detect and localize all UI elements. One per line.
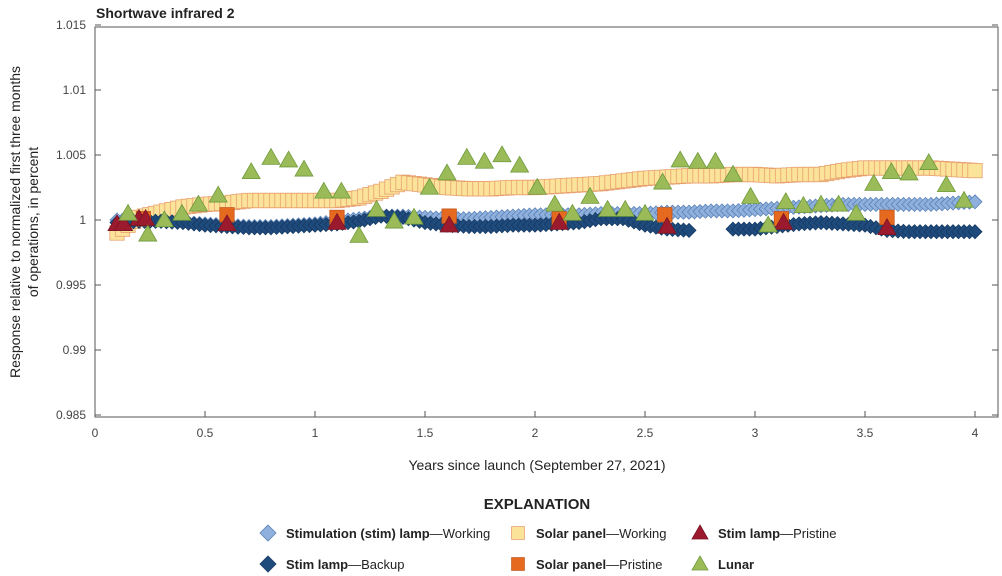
lunar-point <box>138 224 158 242</box>
lunar-point <box>404 207 424 225</box>
lunar-point <box>670 150 690 168</box>
lunar-point <box>278 150 299 168</box>
y-tick-label: 1.005 <box>56 148 86 162</box>
lunar-point <box>188 194 209 212</box>
lunar-point <box>652 172 673 190</box>
legend-marker-2 <box>259 555 277 573</box>
lunar-point <box>331 181 352 199</box>
lunar-point <box>294 159 314 177</box>
stim-lamp-pristine-point <box>327 212 347 230</box>
lunar-point <box>172 203 192 221</box>
y-tick-label: 1.015 <box>56 18 86 32</box>
lunar-point <box>492 145 512 163</box>
lunar-point <box>899 163 919 181</box>
lunar-point <box>846 203 866 221</box>
x-tick-label: 1 <box>312 426 319 440</box>
x-tick-label: 0.5 <box>197 426 214 440</box>
solar-panel-pristine-point <box>657 207 673 223</box>
stim-lamp-pristine-point <box>439 215 459 233</box>
lunar-point <box>384 211 404 229</box>
legend-marker-4 <box>691 524 709 540</box>
stim-lamp-pristine-point <box>113 214 134 232</box>
stim-lamp-pristine-point <box>773 212 794 230</box>
lunar-point <box>740 186 761 204</box>
lunar-point <box>705 151 726 169</box>
legend-marker-0 <box>259 524 277 542</box>
lunar-point <box>527 177 547 195</box>
lunar-point <box>635 203 655 221</box>
stim-lamp-pristine-point <box>135 208 156 226</box>
stim-lamp-pristine-point <box>877 217 897 235</box>
legend-marker-3 <box>511 557 525 571</box>
y-tick-label: 1.01 <box>63 83 87 97</box>
stim-lamp-backup-point <box>967 224 983 240</box>
stim-lamp-backup-point <box>681 222 697 238</box>
lunar-point <box>936 175 957 193</box>
x-tick-label: 2.5 <box>637 426 654 440</box>
lunar-point <box>615 199 635 217</box>
lunar-point <box>474 151 495 169</box>
chart-title: Shortwave infrared 2 <box>96 5 235 21</box>
lunar-point <box>457 147 477 165</box>
x-tick-label: 1.5 <box>417 426 434 440</box>
x-tick-label: 4 <box>972 426 979 440</box>
x-tick-label: 3 <box>752 426 759 440</box>
series-4 <box>107 208 897 235</box>
legend-label-3: Solar panel—Pristine <box>536 557 662 572</box>
lunar-point <box>419 177 440 195</box>
lunar-point <box>919 152 939 170</box>
legend-title: EXPLANATION <box>484 496 590 513</box>
x-tick-label: 2 <box>532 426 539 440</box>
plot-frame <box>94 26 999 418</box>
lunar-point <box>828 194 849 212</box>
legend-label-1: Solar panel—Working <box>536 526 667 541</box>
y-tick-label: 1 <box>79 213 86 227</box>
lunar-point <box>776 191 796 209</box>
y-tick-label: 0.985 <box>56 408 86 422</box>
legend: Stimulation (stim) lamp—Working Solar pan… <box>259 524 836 573</box>
lunar-point <box>758 215 778 233</box>
lunar-point <box>241 162 261 180</box>
lunar-point <box>437 163 457 181</box>
stim-lamp-pristine-point <box>217 214 237 232</box>
lunar-point <box>545 194 565 212</box>
legend-label-4: Stim lamp—Pristine <box>718 526 836 541</box>
lunar-point <box>864 173 884 191</box>
lunar-point <box>793 195 814 213</box>
lunar-point <box>208 185 228 203</box>
x-tick-label: 3.5 <box>857 426 874 440</box>
lunar-point <box>881 162 902 180</box>
solar-panel-working-point <box>967 162 983 179</box>
lunar-point <box>314 181 334 199</box>
lunar-point <box>562 203 583 221</box>
legend-label-5: Lunar <box>718 557 754 572</box>
y-axis-label-line2: of operations, in percent <box>25 147 41 297</box>
lunar-point <box>811 194 831 212</box>
y-tick-label: 0.995 <box>56 278 86 292</box>
lunar-point <box>597 199 618 217</box>
lunar-point <box>349 225 369 243</box>
legend-label-0: Stimulation (stim) lamp—Working <box>286 526 490 541</box>
legend-marker-5 <box>691 555 709 571</box>
lunar-point <box>954 190 974 208</box>
lunar-point <box>723 164 743 182</box>
x-axis-label: Years since launch (September 27, 2021) <box>408 457 665 473</box>
lunar-point <box>118 203 138 221</box>
stim-lamp-pristine-point <box>549 212 569 230</box>
y-axis-label-line1: Response relative to normalized first th… <box>7 66 23 378</box>
lunar-point <box>261 147 281 165</box>
stim-lamp-pristine-point <box>657 216 677 234</box>
lunar-point <box>366 199 387 217</box>
y-tick-label: 0.99 <box>63 343 87 357</box>
legend-label-2: Stim lamp—Backup <box>286 557 405 572</box>
lunar-point <box>154 210 174 228</box>
legend-marker-1 <box>511 526 525 540</box>
lunar-point <box>688 151 708 169</box>
lunar-point <box>580 186 600 204</box>
lunar-point <box>509 155 530 173</box>
series-5 <box>118 145 974 243</box>
x-tick-label: 0 <box>92 426 99 440</box>
